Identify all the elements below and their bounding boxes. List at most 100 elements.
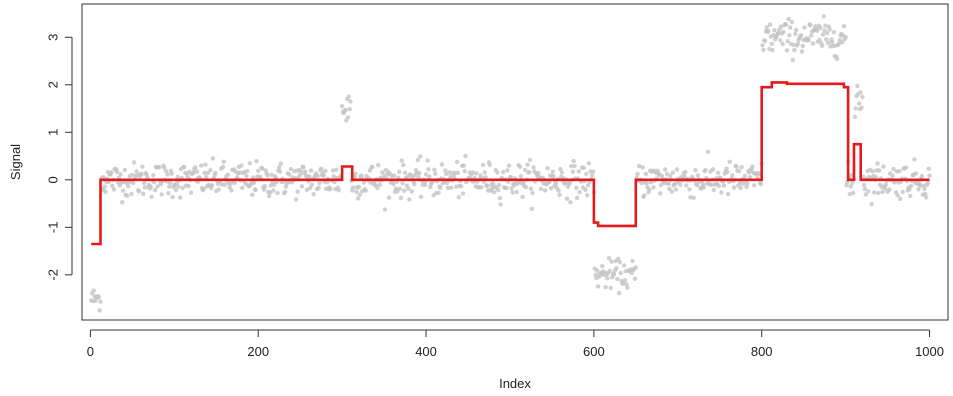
data-point	[750, 164, 755, 169]
data-point	[245, 168, 250, 174]
data-point	[178, 195, 183, 200]
data-point	[304, 187, 310, 193]
data-point	[456, 195, 461, 200]
plot-frame	[81, 3, 949, 321]
data-point	[309, 182, 315, 187]
data-point	[825, 30, 830, 36]
data-point	[501, 169, 506, 175]
data-point	[201, 186, 206, 192]
data-point	[785, 38, 790, 44]
data-point	[570, 169, 576, 174]
data-point	[397, 186, 403, 191]
data-point	[711, 187, 717, 193]
data-point	[881, 164, 886, 169]
data-point	[417, 170, 422, 176]
data-point	[530, 190, 535, 196]
data-point	[606, 256, 612, 261]
data-point	[293, 197, 299, 202]
data-point	[415, 157, 420, 163]
x-tick-label: 1000	[915, 344, 944, 359]
data-point	[176, 184, 181, 189]
data-point	[339, 104, 345, 109]
data-point	[747, 175, 753, 180]
data-point	[590, 169, 596, 174]
data-point	[818, 25, 823, 31]
data-point	[131, 160, 137, 165]
data-point	[778, 38, 783, 43]
data-point	[595, 268, 600, 273]
data-point	[684, 183, 689, 188]
data-point	[725, 191, 731, 197]
data-point	[317, 180, 322, 186]
data-point	[758, 181, 764, 187]
data-point	[216, 187, 221, 192]
data-point	[433, 171, 438, 176]
data-point	[470, 170, 476, 175]
data-point	[479, 185, 484, 190]
data-point	[793, 27, 799, 33]
data-point	[459, 184, 464, 189]
data-point	[271, 188, 276, 193]
data-point	[122, 167, 128, 173]
data-point	[210, 156, 216, 161]
data-point	[295, 189, 300, 194]
data-point	[781, 29, 786, 35]
data-point	[757, 172, 762, 177]
data-point	[694, 182, 700, 188]
data-point	[766, 28, 771, 34]
data-point	[509, 186, 514, 191]
data-point	[247, 161, 252, 166]
data-point	[637, 163, 642, 169]
data-point	[506, 163, 512, 168]
data-point	[96, 294, 102, 300]
data-point	[840, 40, 845, 45]
data-point	[265, 173, 270, 178]
data-point	[869, 202, 874, 207]
data-point	[925, 180, 931, 186]
data-point	[462, 168, 467, 174]
data-point	[277, 165, 282, 170]
data-point	[139, 172, 144, 177]
data-point	[887, 187, 892, 192]
data-point	[789, 19, 795, 25]
data-point	[752, 183, 757, 188]
data-point	[208, 168, 213, 173]
data-point	[418, 194, 424, 199]
data-point	[101, 175, 107, 180]
data-point	[510, 190, 515, 195]
data-point	[315, 173, 320, 179]
data-point	[331, 174, 336, 179]
data-point	[877, 168, 882, 173]
data-point	[719, 190, 724, 195]
data-point	[134, 169, 139, 174]
data-point	[167, 184, 172, 189]
data-point	[926, 166, 931, 171]
data-point	[861, 174, 866, 179]
data-point	[625, 285, 630, 290]
data-point	[651, 185, 656, 190]
data-point	[666, 181, 671, 186]
data-point	[863, 192, 868, 197]
data-point	[204, 174, 209, 180]
data-point	[165, 172, 170, 177]
data-point	[91, 288, 96, 293]
data-point	[736, 168, 742, 174]
data-point	[254, 159, 259, 164]
data-point	[120, 200, 125, 205]
data-point	[710, 167, 716, 172]
data-point	[668, 173, 673, 179]
data-point	[742, 173, 748, 179]
data-point	[605, 276, 610, 281]
data-point	[460, 191, 466, 196]
data-point	[616, 256, 621, 261]
x-tick-label: 400	[415, 344, 437, 359]
data-point	[330, 168, 336, 173]
data-point	[843, 34, 848, 40]
data-point	[572, 163, 577, 169]
data-point	[639, 180, 644, 186]
data-point	[880, 189, 885, 194]
data-point	[778, 24, 784, 29]
data-point	[658, 182, 664, 188]
data-point	[439, 162, 445, 167]
data-point	[872, 190, 877, 195]
